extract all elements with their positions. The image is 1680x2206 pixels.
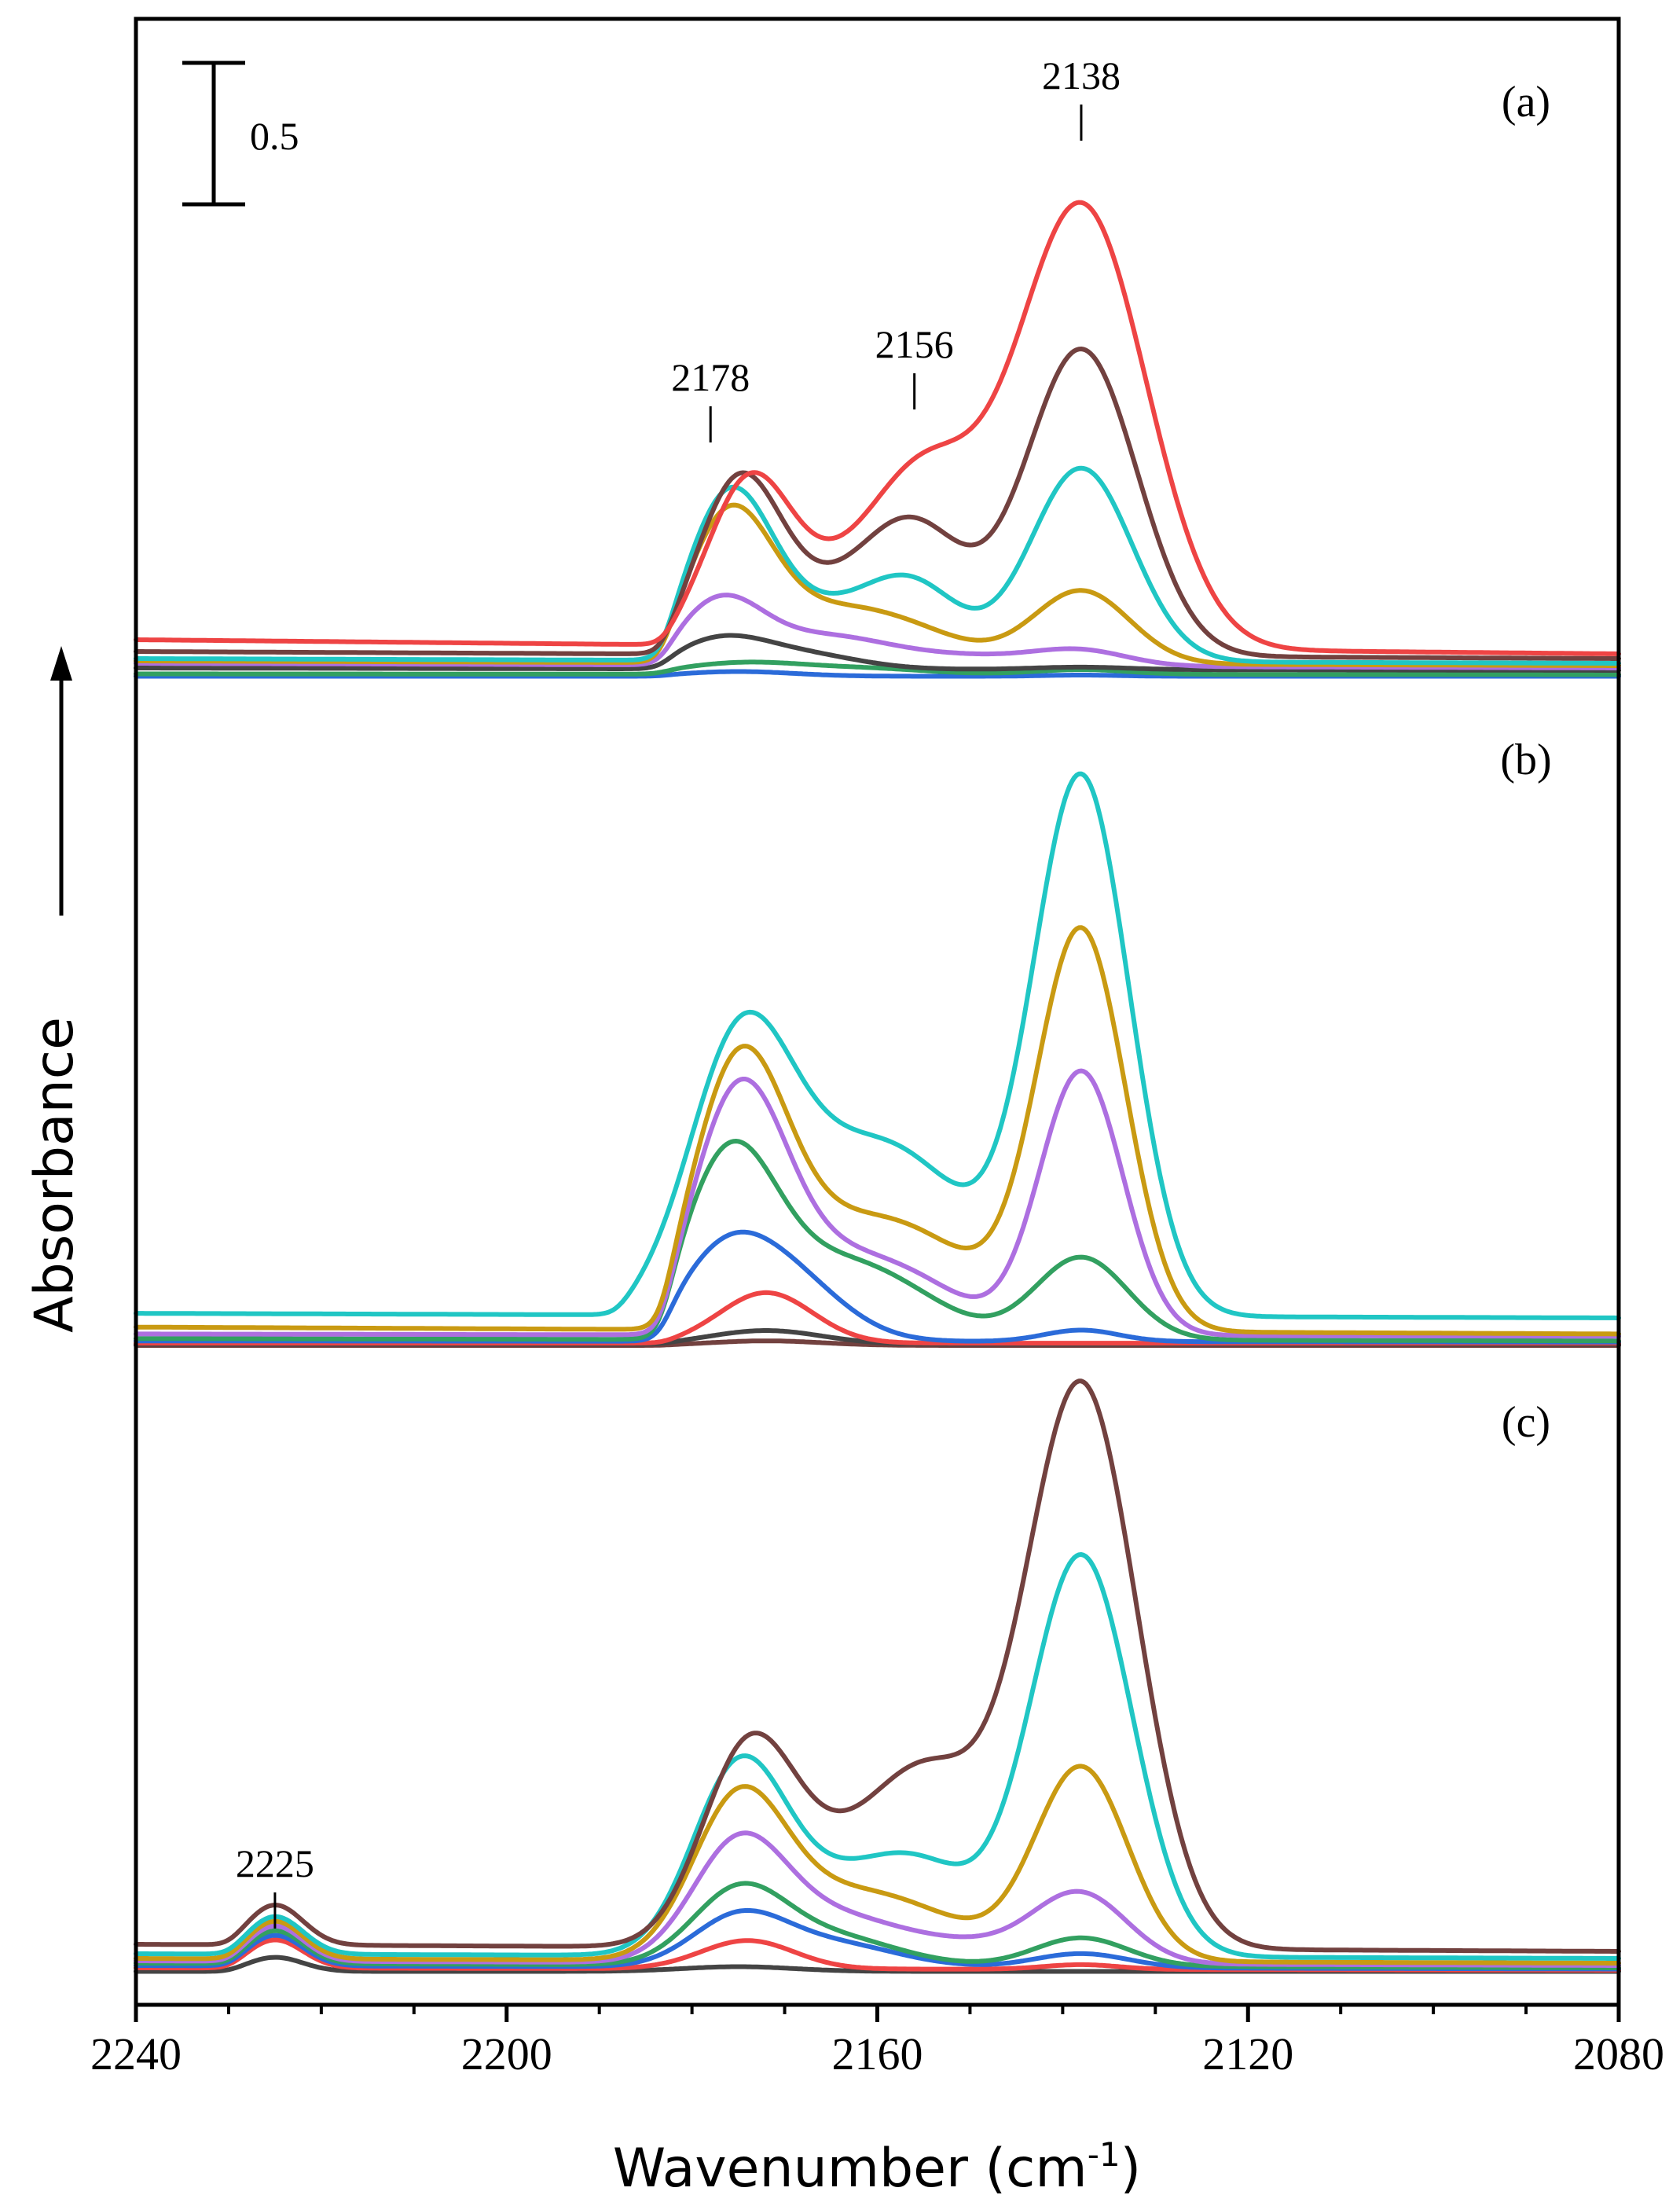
peak-label-2138: 2138 (1042, 53, 1121, 97)
x-axis-label-group: Wavenumber (cm-1) (613, 2135, 1141, 2200)
x-tick-label-2200: 2200 (461, 2028, 552, 2079)
absorbance-arrow-head (50, 646, 72, 681)
panel-a: 2178 2156 2138 (a) (134, 53, 1621, 679)
peak-label-2156: 2156 (875, 322, 954, 366)
y-axis-title: Absorbance (24, 1017, 86, 1333)
series-line-b5 (134, 1139, 1621, 1344)
x-tick-label-2240: 2240 (90, 2028, 182, 2079)
x-axis-title-main: Wavenumber (cm (613, 2138, 1088, 2200)
scale-bar-label: 0.5 (250, 114, 299, 158)
y-axis-label-group: Absorbance (24, 646, 86, 1333)
series-line-a8 (134, 200, 1621, 656)
panels-layer: 2178 2156 2138 (a) (b) 2225 (c) (134, 53, 1621, 1974)
panel-label-c: (c) (1502, 1398, 1550, 1447)
peak-label-2178: 2178 (671, 355, 750, 399)
series-line-a6 (134, 465, 1621, 666)
series-line-c6 (134, 1764, 1621, 1966)
x-axis-title-close: ) (1121, 2138, 1142, 2200)
series-line-c8 (134, 1378, 1621, 1954)
series-line-a7 (134, 347, 1621, 661)
series-line-b7 (134, 925, 1621, 1337)
peak-label-2225: 2225 (236, 1841, 314, 1885)
panel-b: (b) (134, 736, 1621, 1348)
series-line-c7 (134, 1552, 1621, 1961)
x-axis-title-superscript: -1 (1088, 2135, 1121, 2174)
panel-label-b: (b) (1500, 736, 1551, 784)
panel-c: 2225 (c) (134, 1378, 1621, 1974)
x-tick-label-2080: 2080 (1573, 2028, 1664, 2079)
series-line-a2 (134, 659, 1621, 677)
series-line-b8 (134, 771, 1621, 1320)
x-tick-label-2160: 2160 (832, 2028, 923, 2079)
x-axis-ticks: 2240 2200 2160 2120 2080 (90, 2005, 1664, 2079)
scale-bar: 0.5 (182, 61, 299, 207)
series-line-b6 (134, 1068, 1621, 1339)
x-tick-label-2120: 2120 (1202, 2028, 1293, 2079)
panel-label-a: (a) (1502, 78, 1550, 127)
series-line-a3 (134, 633, 1621, 673)
x-axis-title: Wavenumber (cm-1) (613, 2135, 1141, 2200)
